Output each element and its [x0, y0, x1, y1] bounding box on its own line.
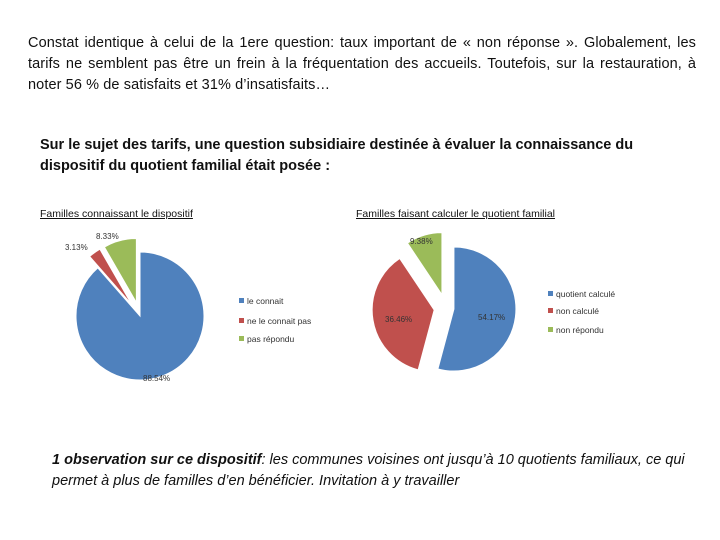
- observation-paragraph: 1 observation sur ce dispositif: les com…: [52, 450, 692, 492]
- pie-right-legend-swatch-0: [548, 291, 553, 296]
- pie-left-title: Familles connaissant le dispositif: [40, 208, 193, 220]
- pie-right-legend-label-1: non calculé: [556, 306, 599, 316]
- pie-left-legend-label-1: ne le connait pas: [247, 316, 311, 326]
- pie-left: 88.54% 3.13% 8.33% le connait ne le connait …: [65, 232, 311, 383]
- pie-right-legend-swatch-2: [548, 327, 553, 332]
- pie-left-slice-0: [75, 251, 205, 381]
- pie-right-slice-2: [406, 232, 443, 297]
- pie-left-slice-2: [103, 237, 137, 305]
- pie-left-data-label-1: 3.13%: [65, 243, 88, 252]
- pie-left-slice-1: [88, 248, 133, 305]
- pie-right-data-label-2: 9.38%: [410, 237, 433, 246]
- pie-right-data-label-0: 54.17%: [478, 313, 505, 322]
- pie-right-legend-label-0: quotient calculé: [556, 289, 615, 299]
- observation-lead: 1 observation sur ce dispositif: [52, 452, 262, 468]
- pie-right-slice-0: [437, 246, 517, 372]
- pie-left-legend-swatch-2: [239, 336, 244, 341]
- pie-right-legend-label-2: non répondu: [556, 325, 604, 335]
- pie-left-legend-label-0: le connait: [247, 296, 284, 306]
- intro-paragraph: Constat identique à celui de la 1ere que…: [28, 35, 696, 93]
- pie-right: 54.17% 36.46% 9.38% quotient calculé non cal…: [371, 232, 615, 372]
- pie-left-data-label-2: 8.33%: [96, 232, 119, 241]
- pie-right-legend-swatch-1: [548, 308, 553, 313]
- pie-left-legend-swatch-0: [239, 298, 244, 303]
- pie-right-title: Familles faisant calculer le quotient fa…: [356, 208, 556, 220]
- pie-left-data-label-0: 88.54%: [143, 374, 170, 383]
- pie-left-legend-swatch-1: [239, 318, 244, 323]
- subsidiary-question-paragraph: Sur le sujet des tarifs, une question su…: [40, 137, 634, 174]
- pie-right-slice-1: [371, 257, 435, 371]
- pie-left-legend-label-2: pas répondu: [247, 334, 295, 344]
- observation-rest: : les communes voisines ont jusqu’à 10 q…: [52, 452, 685, 489]
- pie-right-data-label-1: 36.46%: [385, 315, 412, 324]
